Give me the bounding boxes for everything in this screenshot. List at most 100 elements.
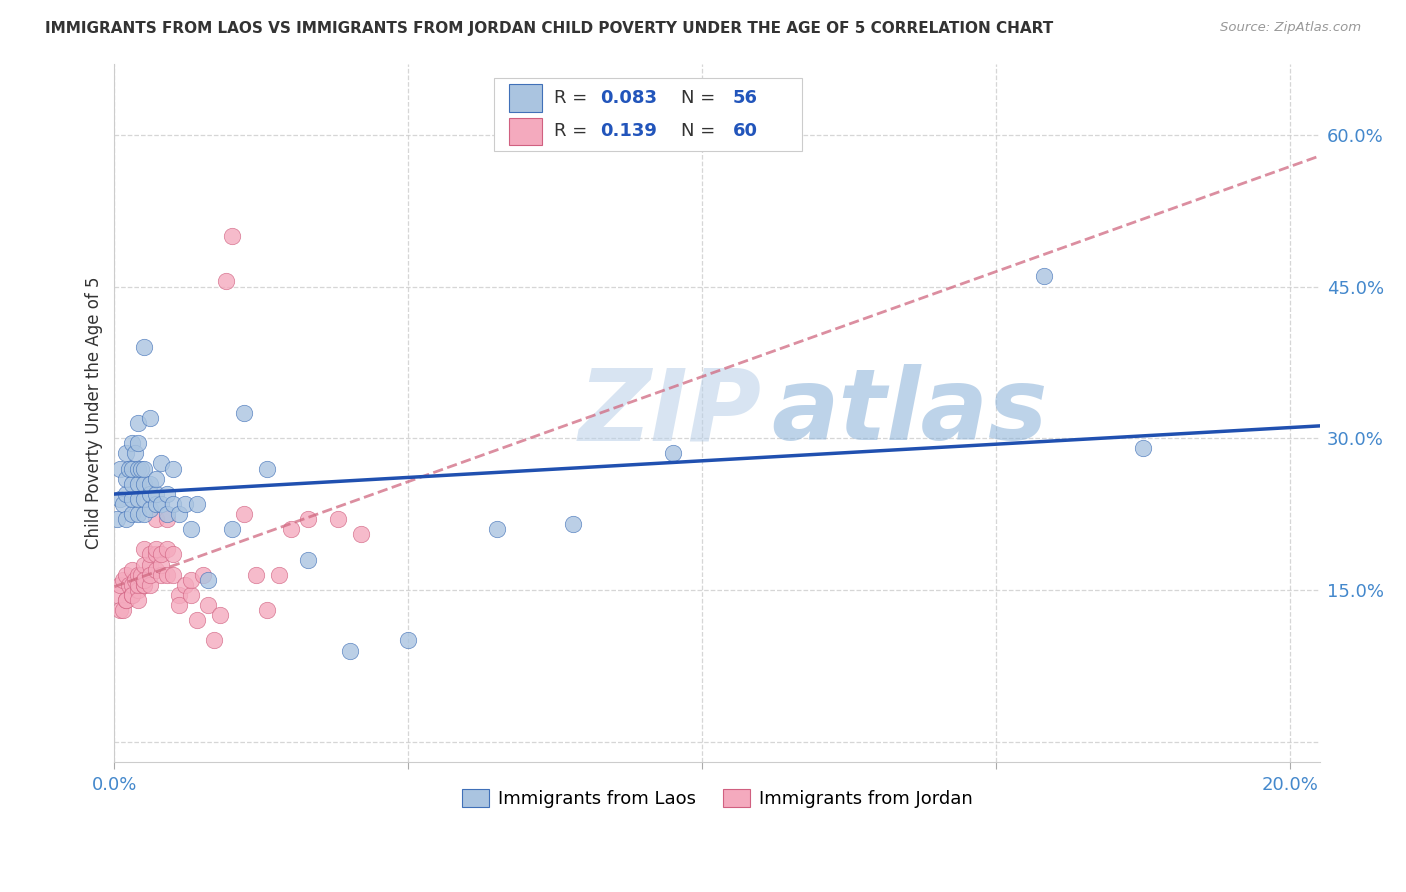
Point bbox=[138, 487, 160, 501]
Text: ZIP: ZIP bbox=[578, 365, 762, 461]
FancyBboxPatch shape bbox=[509, 84, 543, 112]
Point bbox=[145, 472, 167, 486]
Point bbox=[132, 476, 155, 491]
FancyBboxPatch shape bbox=[509, 118, 543, 145]
Point bbox=[121, 476, 143, 491]
Point bbox=[326, 512, 349, 526]
Point bbox=[150, 457, 173, 471]
Point bbox=[562, 517, 585, 532]
Point bbox=[121, 491, 143, 506]
Point bbox=[197, 573, 219, 587]
Legend: Immigrants from Laos, Immigrants from Jordan: Immigrants from Laos, Immigrants from Jo… bbox=[454, 781, 980, 815]
Point bbox=[174, 497, 197, 511]
Point bbox=[232, 507, 254, 521]
Point bbox=[145, 548, 167, 562]
Point bbox=[115, 512, 138, 526]
Point bbox=[138, 502, 160, 516]
Point bbox=[132, 507, 155, 521]
Point bbox=[396, 633, 419, 648]
Point bbox=[145, 542, 167, 557]
Point bbox=[110, 491, 132, 506]
Point bbox=[162, 567, 184, 582]
Point bbox=[156, 487, 179, 501]
Point bbox=[180, 588, 202, 602]
Point bbox=[267, 567, 290, 582]
Point bbox=[118, 578, 141, 592]
Point bbox=[132, 340, 155, 354]
Point bbox=[138, 567, 160, 582]
Text: R =: R = bbox=[554, 89, 593, 107]
Point bbox=[232, 406, 254, 420]
Point bbox=[105, 588, 128, 602]
Point bbox=[150, 558, 173, 572]
Point bbox=[121, 436, 143, 450]
Text: R =: R = bbox=[554, 122, 599, 141]
Point bbox=[156, 542, 179, 557]
Text: 0.139: 0.139 bbox=[600, 122, 657, 141]
Point bbox=[209, 608, 232, 623]
Point bbox=[350, 527, 373, 541]
Text: Source: ZipAtlas.com: Source: ZipAtlas.com bbox=[1220, 21, 1361, 35]
Point bbox=[138, 558, 160, 572]
Point bbox=[138, 578, 160, 592]
Point bbox=[105, 512, 128, 526]
Point bbox=[127, 491, 149, 506]
Point bbox=[150, 497, 173, 511]
Point bbox=[127, 461, 149, 475]
Point bbox=[121, 578, 143, 592]
Point bbox=[132, 573, 155, 587]
Point bbox=[124, 573, 146, 587]
Point bbox=[202, 633, 225, 648]
Point bbox=[115, 487, 138, 501]
Point bbox=[186, 613, 208, 627]
Point bbox=[297, 512, 319, 526]
Point bbox=[215, 275, 238, 289]
Point bbox=[1032, 269, 1054, 284]
Point bbox=[186, 497, 208, 511]
Point bbox=[485, 522, 508, 536]
Point bbox=[115, 593, 138, 607]
Point bbox=[297, 552, 319, 566]
Point bbox=[127, 593, 149, 607]
Point bbox=[132, 578, 155, 592]
Point bbox=[127, 416, 149, 430]
Point bbox=[256, 461, 278, 475]
Point bbox=[132, 461, 155, 475]
Point bbox=[156, 567, 179, 582]
Point bbox=[121, 507, 143, 521]
Point bbox=[197, 598, 219, 612]
Point bbox=[145, 512, 167, 526]
Point bbox=[127, 567, 149, 582]
Point bbox=[110, 603, 132, 617]
Point bbox=[115, 446, 138, 460]
Point bbox=[121, 563, 143, 577]
Point bbox=[132, 578, 155, 592]
Point bbox=[110, 578, 132, 592]
Text: N =: N = bbox=[681, 89, 721, 107]
Point bbox=[256, 603, 278, 617]
Point bbox=[127, 582, 149, 597]
Point bbox=[150, 548, 173, 562]
Point bbox=[162, 497, 184, 511]
Point bbox=[121, 588, 143, 602]
Point bbox=[180, 573, 202, 587]
Point bbox=[110, 461, 132, 475]
Point bbox=[115, 472, 138, 486]
Point bbox=[127, 476, 149, 491]
Point bbox=[121, 461, 143, 475]
Point bbox=[121, 588, 143, 602]
Point bbox=[129, 461, 152, 475]
Point bbox=[662, 446, 685, 460]
Point bbox=[167, 507, 190, 521]
Text: 60: 60 bbox=[733, 122, 758, 141]
Point bbox=[162, 461, 184, 475]
Point bbox=[112, 573, 135, 587]
Point bbox=[138, 476, 160, 491]
Point bbox=[138, 548, 160, 562]
Point bbox=[132, 542, 155, 557]
Point bbox=[162, 548, 184, 562]
Point bbox=[339, 643, 361, 657]
Point bbox=[127, 436, 149, 450]
Point bbox=[145, 497, 167, 511]
Point bbox=[127, 578, 149, 592]
